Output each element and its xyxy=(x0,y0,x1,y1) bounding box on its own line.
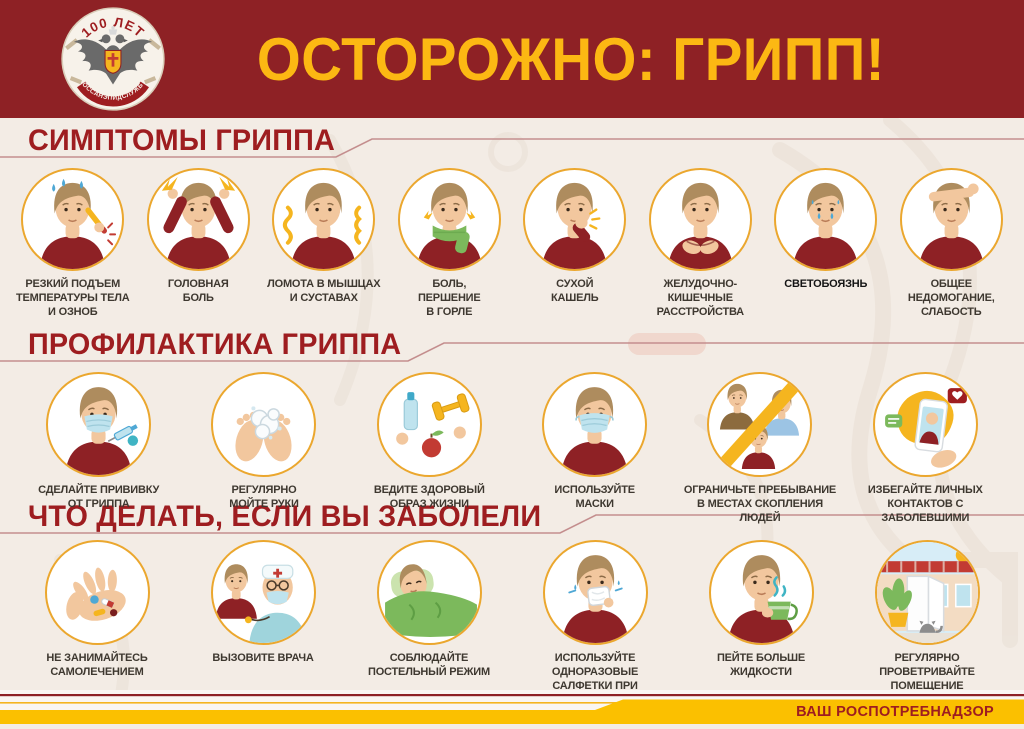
symptoms-row: РЕЗКИЙ ПОДЪЕМ ТЕМПЕРАТУРЫ ТЕЛА И ОЗНОБ Г… xyxy=(0,168,1024,320)
weakness-icon xyxy=(899,168,1003,271)
poster-title: ОСТОРОЖНО: ГРИПП! xyxy=(256,25,886,93)
section-title: ПРОФИЛАКТИКА ГРИППА xyxy=(28,328,402,361)
item-label: ВЫЗОВИТЕ ВРАЧА xyxy=(212,652,314,664)
photophobia-icon xyxy=(774,168,878,271)
hand-washing-icon xyxy=(211,372,317,477)
dry-cough-icon xyxy=(523,168,627,271)
avoid-contact-icon xyxy=(872,372,978,477)
if-sick-item: СОБЛЮДАЙТЕ ПОСТЕЛЬНЫЙ РЕЖИМ xyxy=(347,540,511,680)
poster-header: 100 ЛЕТ ГОССАНЭПИДСЛУЖБА ОСТОРОЖНО: ГРИП… xyxy=(0,0,1024,118)
item-label: РЕЗКИЙ ПОДЪЕМ ТЕМПЕРАТУРЫ ТЕЛА И ОЗНОБ xyxy=(16,278,130,318)
fever-thermometer-icon xyxy=(21,168,125,271)
item-label: ПЕЙТЕ БОЛЬШЕ ЖИДКОСТИ xyxy=(716,652,806,678)
if-sick-item: РЕГУЛЯРНО ПРОВЕТРИВАЙТЕ ПОМЕЩЕНИЕ xyxy=(845,540,1009,694)
drink-fluids-icon xyxy=(708,540,814,645)
rospotrebnadzor-eagle-emblem: 100 ЛЕТ ГОССАНЭПИДСЛУЖБА xyxy=(60,6,165,111)
poster-footer: ВАШ РОСПОТРЕБНАДЗОР xyxy=(0,690,1024,724)
section-header-prevention: ПРОФИЛАКТИКА ГРИППА xyxy=(0,328,1024,368)
item-label: СДЕЛАЙТЕ ПРИВИВКУ ОТ ГРИППА xyxy=(38,484,160,510)
if-sick-row: НЕ ЗАНИМАЙТЕСЬ САМОЛЕЧЕНИЕМ ВЫЗОВИТЕ ВРА… xyxy=(0,540,1024,708)
bed-rest-icon xyxy=(376,540,482,645)
footer-stripes xyxy=(0,690,1024,724)
no-self-medication-icon xyxy=(44,540,150,645)
prevention-item: ИСПОЛЬЗУЙТЕ МАСКИ xyxy=(513,372,677,512)
if-sick-item: НЕ ЗАНИМАЙТЕСЬ САМОЛЕЧЕНИЕМ xyxy=(15,540,179,680)
muscle-joint-ache-icon xyxy=(272,168,376,271)
prevention-item: ИЗБЕГАЙТЕ ЛИЧНЫХ КОНТАКТОВ С ЗАБОЛЕВШИМИ xyxy=(843,372,1007,526)
item-label: ОБЩЕЕ НЕДОМОГАНИЕ, СЛАБОСТЬ xyxy=(907,278,995,318)
symptom-item: ОБЩЕЕ НЕДОМОГАНИЕ, СЛАБОСТЬ xyxy=(889,168,1013,320)
footer-label: ВАШ РОСПОТРЕБНАДЗОР xyxy=(796,704,994,720)
prevention-item: ОГРАНИЧЬТЕ ПРЕБЫВАНИЕ В МЕСТАХ СКОПЛЕНИЯ… xyxy=(678,372,842,526)
item-label: НЕ ЗАНИМАЙТЕСЬ САМОЛЕЧЕНИЕМ xyxy=(46,652,148,678)
if-sick-item: ВЫЗОВИТЕ ВРАЧА xyxy=(181,540,345,666)
item-label: РЕГУЛЯРНО ПРОВЕТРИВАЙТЕ ПОМЕЩЕНИЕ xyxy=(879,652,975,692)
decorative-blob xyxy=(628,333,706,355)
item-label: СОБЛЮДАЙТЕ ПОСТЕЛЬНЫЙ РЕЖИМ xyxy=(368,652,490,678)
item-label: СВЕТОБОЯЗНЬ xyxy=(784,278,868,290)
stomach-upset-icon xyxy=(648,168,752,271)
symptom-item: РЕЗКИЙ ПОДЪЕМ ТЕМПЕРАТУРЫ ТЕЛА И ОЗНОБ xyxy=(11,168,135,320)
item-label: БОЛЬ, ПЕРШЕНИЕ В ГОРЛЕ xyxy=(417,278,481,318)
if-sick-item: ПЕЙТЕ БОЛЬШЕ ЖИДКОСТИ xyxy=(679,540,843,680)
vaccination-icon xyxy=(46,372,152,477)
prevention-row: СДЕЛАЙТЕ ПРИВИВКУ ОТ ГРИППА РЕГУЛЯРНО МО… xyxy=(0,372,1024,526)
section-title: СИМПТОМЫ ГРИППА xyxy=(28,124,335,157)
symptom-item: СВЕТОБОЯЗНЬ xyxy=(764,168,888,292)
symptom-item: ГОЛОВНАЯ БОЛЬ xyxy=(136,168,260,306)
prevention-item: ВЕДИТЕ ЗДОРОВЫЙ ОБРАЗ ЖИЗНИ xyxy=(347,372,511,512)
if-sick-item: ИСПОЛЬЗУЙТЕ ОДНОРАЗОВЫЕ САЛФЕТКИ ПРИ ЧИХ… xyxy=(513,540,677,708)
item-label: ИСПОЛЬЗУЙТЕ МАСКИ xyxy=(554,484,635,510)
item-label: ИЗБЕГАЙТЕ ЛИЧНЫХ КОНТАКТОВ С ЗАБОЛЕВШИМИ xyxy=(867,484,983,524)
item-label: ГОЛОВНАЯ БОЛЬ xyxy=(167,278,229,304)
headache-icon xyxy=(146,168,250,271)
item-label: РЕГУЛЯРНО МОЙТЕ РУКИ xyxy=(229,484,299,510)
section-title: ЧТО ДЕЛАТЬ, ЕСЛИ ВЫ ЗАБОЛЕЛИ xyxy=(28,500,542,533)
item-label: ВЕДИТЕ ЗДОРОВЫЙ ОБРАЗ ЖИЗНИ xyxy=(373,484,485,510)
prevention-item: СДЕЛАЙТЕ ПРИВИВКУ ОТ ГРИППА xyxy=(17,372,181,512)
disposable-tissues-icon xyxy=(542,540,648,645)
item-label: ОГРАНИЧЬТЕ ПРЕБЫВАНИЕ В МЕСТАХ СКОПЛЕНИЯ… xyxy=(683,484,837,524)
ventilate-room-icon xyxy=(874,540,980,645)
sore-throat-icon xyxy=(397,168,501,271)
section-header-if-sick: ЧТО ДЕЛАТЬ, ЕСЛИ ВЫ ЗАБОЛЕЛИ xyxy=(0,500,1024,540)
symptom-item: ЛОМОТА В МЫШЦАХ И СУСТАВАХ xyxy=(262,168,386,306)
symptom-item: СУХОЙ КАШЕЛЬ xyxy=(513,168,637,306)
avoid-crowds-icon xyxy=(707,372,813,477)
item-label: ЛОМОТА В МЫШЦАХ И СУСТАВАХ xyxy=(267,278,381,304)
double-headed-eagle-icon xyxy=(73,26,153,85)
call-doctor-icon xyxy=(210,540,316,645)
item-label: СУХОЙ КАШЕЛЬ xyxy=(551,278,599,304)
prevention-item: РЕГУЛЯРНО МОЙТЕ РУКИ xyxy=(182,372,346,512)
healthy-lifestyle-icon xyxy=(376,372,482,477)
face-mask-icon xyxy=(542,372,648,477)
symptom-item: ЖЕЛУДОЧНО- КИШЕЧНЫЕ РАССТРОЙСТВА xyxy=(638,168,762,320)
item-label: ЖЕЛУДОЧНО- КИШЕЧНЫЕ РАССТРОЙСТВА xyxy=(656,278,745,318)
section-header-symptoms: СИМПТОМЫ ГРИППА xyxy=(0,124,1024,164)
symptom-item: БОЛЬ, ПЕРШЕНИЕ В ГОРЛЕ xyxy=(387,168,511,320)
